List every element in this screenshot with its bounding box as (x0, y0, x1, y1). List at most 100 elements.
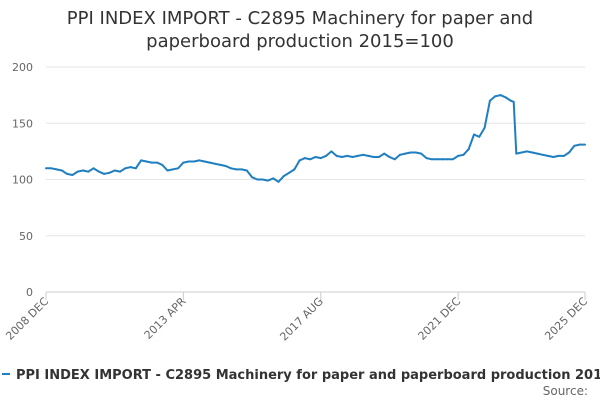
data-point[interactable] (129, 166, 132, 169)
data-point[interactable] (414, 151, 417, 154)
data-point[interactable] (340, 156, 343, 158)
data-point[interactable] (66, 172, 69, 175)
legend[interactable]: PPI INDEX IMPORT - C2895 Machinery for p… (2, 368, 600, 383)
data-point[interactable] (325, 154, 328, 157)
data-point[interactable] (504, 96, 507, 99)
data-point[interactable] (520, 151, 523, 154)
data-point[interactable] (71, 174, 74, 176)
data-point[interactable] (547, 154, 549, 157)
data-point[interactable] (346, 154, 349, 157)
data-point[interactable] (430, 158, 433, 161)
data-point[interactable] (557, 154, 560, 157)
data-point[interactable] (134, 167, 137, 170)
data-point[interactable] (303, 157, 306, 160)
data-point[interactable] (536, 152, 539, 155)
data-point[interactable] (266, 179, 269, 182)
data-point[interactable] (478, 135, 481, 138)
data-point[interactable] (531, 151, 534, 154)
legend-entry[interactable]: PPI INDEX IMPORT - C2895 Machinery for p… (16, 368, 600, 383)
data-point[interactable] (282, 175, 285, 178)
data-point[interactable] (219, 163, 222, 166)
data-point[interactable] (272, 177, 275, 180)
data-point[interactable] (240, 168, 243, 171)
data-point[interactable] (409, 151, 412, 154)
data-point[interactable] (446, 158, 449, 161)
data-point[interactable] (383, 152, 386, 155)
data-point[interactable] (224, 165, 227, 167)
data-point[interactable] (76, 170, 79, 173)
data-point[interactable] (182, 161, 185, 164)
data-point[interactable] (82, 169, 84, 172)
data-point[interactable] (568, 151, 571, 154)
data-point[interactable] (277, 180, 280, 183)
data-point[interactable] (309, 158, 312, 161)
data-point[interactable] (113, 169, 116, 172)
data-point[interactable] (467, 148, 470, 151)
data-point[interactable] (356, 154, 359, 157)
data-point[interactable] (483, 126, 486, 129)
data-point[interactable] (261, 178, 264, 181)
data-point[interactable] (393, 158, 396, 161)
data-point[interactable] (288, 171, 291, 174)
data-point[interactable] (193, 160, 195, 163)
data-point[interactable] (388, 156, 391, 158)
data-point[interactable] (140, 159, 143, 162)
data-point[interactable] (298, 159, 301, 162)
data-point[interactable] (256, 178, 259, 181)
data-point[interactable] (171, 168, 174, 171)
data-point[interactable] (488, 99, 491, 102)
data-point[interactable] (494, 95, 497, 98)
data-point[interactable] (377, 156, 380, 158)
data-point[interactable] (97, 170, 100, 173)
data-point[interactable] (92, 167, 95, 170)
data-point[interactable] (124, 167, 127, 170)
data-point[interactable] (166, 169, 169, 172)
data-point[interactable] (161, 163, 164, 166)
data-point[interactable] (50, 167, 53, 170)
data-point[interactable] (145, 160, 148, 163)
data-point[interactable] (512, 100, 515, 103)
data-point[interactable] (87, 170, 90, 173)
data-point[interactable] (45, 167, 47, 170)
data-point[interactable] (351, 156, 354, 158)
data-point[interactable] (399, 153, 401, 156)
data-point[interactable] (203, 160, 206, 163)
data-point[interactable] (103, 172, 106, 175)
data-point[interactable] (335, 154, 338, 157)
data-point[interactable] (573, 144, 576, 147)
data-point[interactable] (510, 99, 512, 102)
data-point[interactable] (293, 168, 296, 171)
data-point[interactable] (436, 158, 438, 161)
data-point[interactable] (541, 153, 544, 156)
data-point[interactable] (552, 156, 555, 158)
data-point[interactable] (251, 176, 254, 179)
data-point[interactable] (319, 157, 322, 160)
data-point[interactable] (367, 154, 370, 157)
data-point[interactable] (420, 152, 423, 155)
data-point[interactable] (187, 160, 190, 163)
data-point[interactable] (372, 156, 375, 158)
data-point[interactable] (150, 161, 153, 164)
data-point[interactable] (156, 161, 158, 164)
data-point[interactable] (515, 152, 518, 155)
data-point[interactable] (451, 158, 454, 161)
data-point[interactable] (55, 168, 58, 171)
data-point[interactable] (198, 159, 201, 162)
data-point[interactable] (214, 162, 217, 165)
data-point[interactable] (462, 153, 465, 156)
data-point[interactable] (441, 158, 444, 161)
data-point[interactable] (499, 94, 502, 97)
data-point[interactable] (362, 153, 365, 156)
data-point[interactable] (457, 154, 460, 157)
data-point[interactable] (330, 150, 333, 153)
data-point[interactable] (404, 152, 407, 155)
data-point[interactable] (235, 168, 238, 171)
data-point[interactable] (230, 167, 232, 170)
data-point[interactable] (177, 167, 180, 170)
data-point[interactable] (60, 169, 63, 172)
data-point[interactable] (245, 169, 248, 172)
data-point[interactable] (562, 154, 565, 157)
data-point[interactable] (473, 133, 475, 136)
data-point[interactable] (314, 156, 317, 158)
data-point[interactable] (108, 171, 111, 174)
